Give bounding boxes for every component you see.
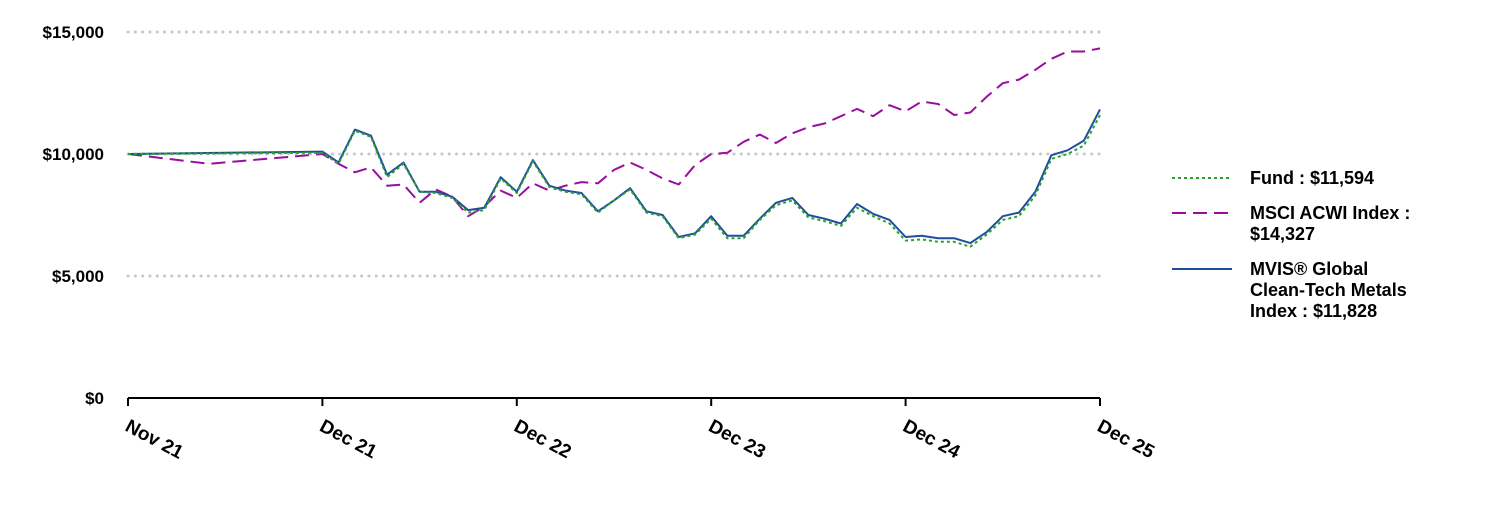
legend-label-line: Fund : $11,594 [1250, 168, 1375, 188]
legend-item-2: MVIS® Global Clean-Tech Metals Index : $11… [1172, 259, 1472, 322]
series-lines [127, 47, 1101, 248]
legend-label-line: Clean-Tech Metals [1250, 280, 1407, 300]
legend-item-0: Fund : $11,594 [1172, 168, 1472, 189]
series-line-0 [127, 114, 1101, 248]
x-axis-ticks: Nov 21 Dec 21 Dec 22 Dec 23 Dec 24 Dec 25 [122, 398, 1158, 464]
x-tick-label-4: Dec 24 [899, 416, 963, 464]
x-tick-label-2: Dec 22 [510, 416, 574, 463]
legend-label-line: MVIS® Global [1250, 259, 1369, 279]
series-line-1 [127, 47, 1101, 218]
legend-label-line: Index : $11,828 [1250, 301, 1378, 321]
legend-label-line: $14,327 [1250, 224, 1316, 244]
y-tick-label-2: $10,000 [43, 145, 104, 164]
gridlines [126, 30, 1102, 278]
x-tick-label-5: Dec 25 [1094, 416, 1158, 464]
legend-label-0: Fund : $11,594 [1250, 168, 1460, 189]
x-tick-label-0: Nov 21 [122, 416, 187, 464]
legend-label-1: MSCI ACWI Index : $14,327 [1250, 203, 1460, 245]
legend: Fund : $11,594 MSCI ACWI Index : $14,327 MV… [1172, 168, 1472, 336]
line-chart: $0 $5,000 $10,000 $15,000 Nov 21 Dec 21 Dec 2… [43, 23, 1158, 464]
y-tick-label-1: $5,000 [52, 267, 104, 286]
x-tick-label-3: Dec 23 [705, 416, 769, 463]
y-tick-label-0: $0 [85, 389, 104, 408]
legend-item-1: MSCI ACWI Index : $14,327 [1172, 203, 1472, 245]
y-axis-ticks: $0 $5,000 $10,000 $15,000 [43, 23, 104, 408]
legend-label-line: MSCI ACWI Index : [1250, 203, 1411, 223]
legend-label-2: MVIS® Global Clean-Tech Metals Index : $11… [1250, 259, 1460, 322]
x-tick-label-1: Dec 21 [316, 416, 380, 464]
series-line-2 [127, 108, 1101, 245]
y-tick-label-3: $15,000 [43, 23, 104, 42]
legend-swatch-2 [1172, 268, 1232, 270]
legend-swatch-0 [1172, 177, 1232, 179]
legend-swatch-1 [1172, 212, 1232, 214]
